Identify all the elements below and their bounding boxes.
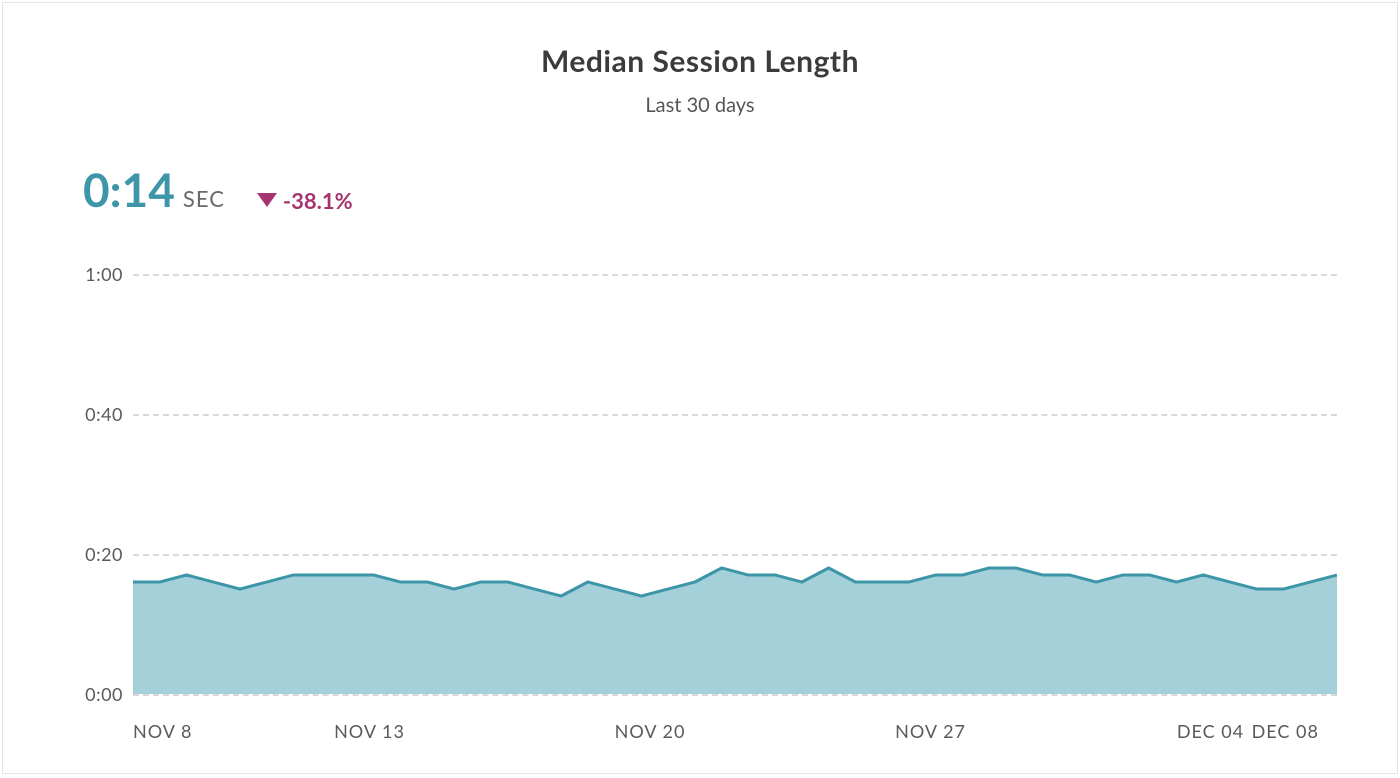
x-tick-label: NOV 8 — [133, 720, 192, 742]
x-tick-label: DEC 08 — [1252, 720, 1319, 742]
metric-value: 0:14 — [83, 167, 175, 213]
gridline — [133, 694, 1337, 696]
x-tick-label: NOV 20 — [615, 720, 686, 742]
x-tick-label: NOV 27 — [895, 720, 966, 742]
metric-card: Median Session Length Last 30 days 0:14 … — [2, 2, 1398, 774]
y-tick-label: 0:40 — [85, 403, 123, 425]
y-tick-label: 0:00 — [85, 683, 123, 705]
trend-value: -38.1% — [283, 187, 353, 214]
x-tick-label: NOV 13 — [334, 720, 405, 742]
x-tick-label: DEC 04 — [1177, 720, 1244, 742]
metric-unit: SEC — [183, 185, 225, 212]
chart-title: Median Session Length — [63, 43, 1337, 79]
y-tick-label: 0:20 — [85, 543, 123, 565]
chart-plot — [133, 274, 1337, 694]
trend-indicator: -38.1% — [257, 187, 353, 214]
chart-svg — [133, 274, 1337, 694]
gridline — [133, 414, 1337, 416]
x-axis: NOV 8 NOV 13 NOV 20 NOV 27 DEC 04 DEC 08 — [133, 720, 1337, 744]
gridline — [133, 274, 1337, 276]
area-fill — [133, 568, 1337, 694]
area-chart: 0:000:200:401:00 NOV 8NOV 13NOV 20NOV 27… — [63, 274, 1337, 694]
gridline — [133, 554, 1337, 556]
metric-row: 0:14 SEC -38.1% — [83, 167, 1337, 214]
y-tick-label: 1:00 — [85, 263, 123, 285]
trend-down-icon — [257, 193, 277, 207]
chart-subtitle: Last 30 days — [63, 93, 1337, 117]
